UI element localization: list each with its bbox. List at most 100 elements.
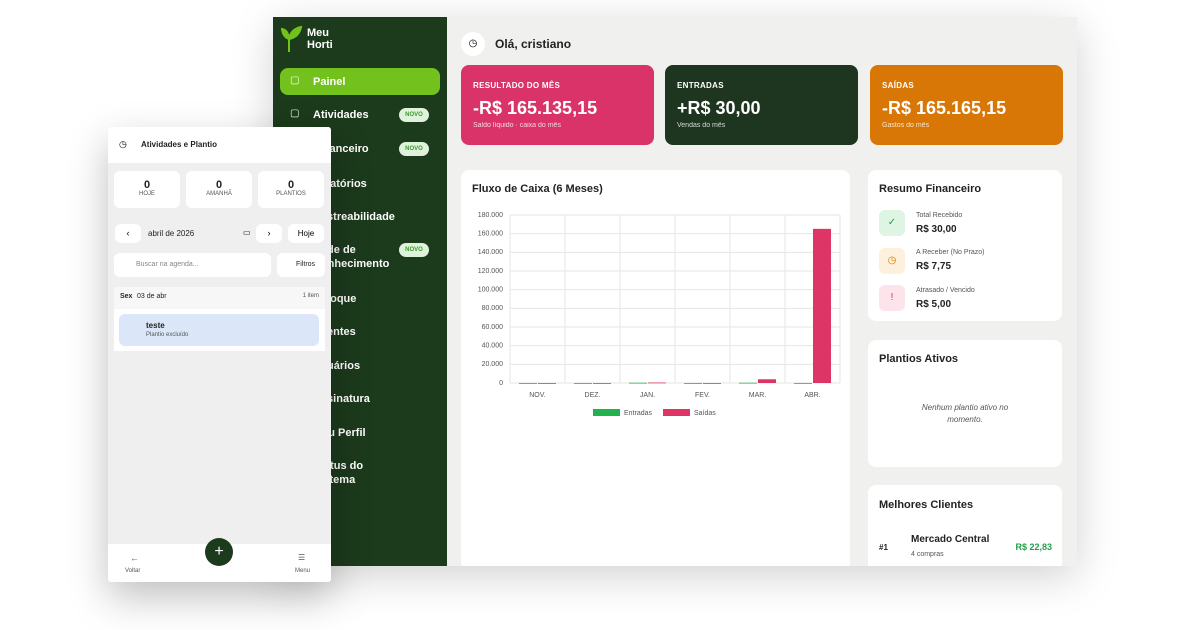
x-tick-label: NOV. [529,392,546,399]
client-name: Mercado Central [911,534,990,545]
chart-title: Fluxo de Caixa (6 Meses) [472,183,603,195]
stat: 0 PLANTIOS [258,171,324,208]
item-subtitle: Plantio excluído [146,332,189,338]
filters-label: Filtros [296,261,316,268]
card-value: -R$ 165.165,15 [882,98,1007,118]
nav-item[interactable]: Painel [313,76,346,88]
stat-label: AMANHÃ [206,191,232,197]
x-tick-label: MAR. [749,392,767,399]
prev-button[interactable]: ‹ [115,224,141,243]
bar [794,382,812,384]
y-tick-label: 100.000 [478,287,503,294]
summary-label: A Receber (No Prazo) [916,249,985,256]
stat: 0 AMANHÃ [186,171,252,208]
search-placeholder: Buscar na agenda... [136,261,199,268]
card: ENTRADAS +R$ 30,00 Vendas do mês [665,65,858,145]
search[interactable]: Buscar na agenda... [114,253,271,277]
card-subtitle: Vendas do mês [677,122,726,129]
x-tick-label: JAN. [640,392,655,399]
chart-card: Fluxo de Caixa (6 Meses) 0 20.000 40.000 60… [461,170,850,566]
today-button[interactable]: Hoje [288,224,324,243]
bar [813,228,831,383]
y-tick-label: 0 [499,380,503,387]
y-tick-label: 120.000 [478,268,503,275]
nav-icon: ▢ [290,75,300,86]
card-title: SAÍDAS [882,81,915,90]
y-tick-label: 80.000 [482,305,504,312]
card-subtitle: Saldo líquido · caixa do mês [473,122,561,129]
summary-value: R$ 5,00 [916,299,952,310]
x-tick-label: ABR. [804,392,820,399]
card: RESULTADO DO MÊS -R$ 165.135,15 Saldo líqu… [461,65,654,145]
nav-icon: ▢ [290,108,300,119]
icon: ! [879,285,905,311]
x-tick-label: FEV. [695,392,710,399]
nav-item[interactable]: Atividades [313,109,369,121]
y-tick-label: 160.000 [478,231,503,238]
bar [703,383,721,384]
back-label[interactable]: Voltar [125,568,141,574]
summary-value: R$ 30,00 [916,224,957,235]
phone-header [108,127,331,163]
card-title: ENTRADAS [677,81,724,90]
summary-title: Resumo Financeiro [879,183,982,195]
x-tick-label: DEZ. [585,392,601,399]
brand: Meu Horti [307,27,333,51]
menu-icon: ☰ [298,553,306,562]
bar [648,382,666,384]
menu-label[interactable]: Menu [295,568,311,574]
bar [684,383,702,384]
summary-value: R$ 7,75 [916,261,952,272]
plantings-title: Plantios Ativos [879,353,959,365]
nav-item[interactable]: Rastreabilidade [313,211,395,223]
item-title: teste [146,321,165,330]
plantings-card: Plantios Ativos Nenhum plantio ativo no … [868,340,1062,467]
summary-card: Resumo Financeiro ✓ Total Recebido R$ 30… [868,170,1062,321]
dashboard: Meu Horti Painel ▢ Atividades ▢ NOVO Financeir… [273,17,1077,566]
y-tick-label: 20.000 [482,361,504,368]
badge: NOVO [399,243,429,257]
next-button[interactable]: › [256,224,282,243]
header-icon: ◷ [461,32,485,56]
weekday: Sex [120,293,133,300]
client-orders: 4 compras [911,551,944,558]
day-header [114,287,325,309]
bar [519,383,537,384]
card-value: +R$ 30,00 [677,98,761,118]
bar [574,383,592,384]
back-icon: ← [130,553,139,563]
count: 1 item [302,293,319,299]
card-subtitle: Gastos do mês [882,122,930,129]
icon: ✓ [879,210,905,236]
y-tick-label: 60.000 [482,324,504,331]
stat-label: HOJE [138,191,155,197]
chart: Fluxo de Caixa (6 Meses) 0 20.000 40.000 60… [472,183,841,417]
summary-label: Total Recebido [916,212,963,219]
date: 03 de abr [137,293,167,300]
logo [281,25,303,52]
brand-line: Horti [307,39,333,51]
item[interactable]: teste Plantio excluído [119,314,319,346]
filters-button[interactable]: Filtros [277,253,325,277]
card-title: RESULTADO DO MÊS [473,81,561,90]
bar [629,382,647,384]
icon: ▭ [243,228,251,237]
stat: 0 HOJE [114,171,180,208]
y-tick-label: 180.000 [478,212,503,219]
phone-title: Atividades e Plantio [141,140,218,149]
icon: ◷ [879,248,905,274]
clients-title: Melhores Clientes [879,499,974,511]
phone: ◷ Atividades e Plantio 0 HOJE 0 AMANHÃ 0 PL… [108,127,331,582]
greeting: Olá, cristiano [495,37,572,51]
card-value: -R$ 165.135,15 [473,98,598,118]
empty-text: Nenhum plantio ativo no momento. [921,403,1009,424]
client-rank: #1 [879,543,888,552]
brand-line: Meu [307,27,329,39]
client-amount: R$ 22,83 [1015,542,1052,552]
month: abril de 2026 [148,229,195,238]
add-button[interactable]: + [205,538,233,566]
bar [758,379,776,383]
legend-swatch [593,409,620,416]
legend-label: Entradas [624,410,653,417]
